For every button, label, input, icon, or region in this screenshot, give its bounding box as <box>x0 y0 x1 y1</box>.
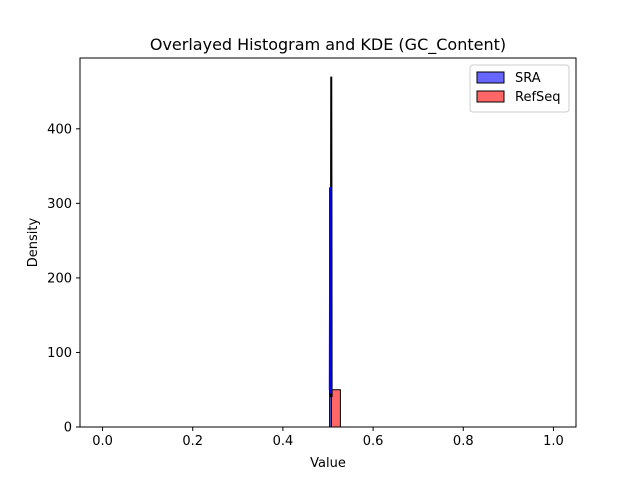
legend-label-sra: SRA <box>515 71 541 86</box>
chart-title: Overlayed Histogram and KDE (GC_Content) <box>150 35 506 55</box>
plot-frame <box>79 57 577 428</box>
bar-refseq-0 <box>330 389 341 428</box>
x-tick-label: 0.8 <box>453 434 474 449</box>
y-axis: 0 100 200 300 400 <box>47 122 80 436</box>
x-tick-label: 0.4 <box>273 434 294 449</box>
y-tick-label: 200 <box>47 271 72 286</box>
legend: SRA RefSeq <box>469 64 570 113</box>
x-axis: 0.0 0.2 0.4 0.6 0.8 1.0 <box>92 427 564 449</box>
y-tick-label: 0 <box>64 421 72 436</box>
x-tick-label: 0.6 <box>363 434 384 449</box>
x-tick-label: 1.0 <box>543 434 564 449</box>
x-axis-label: Value <box>310 456 346 471</box>
x-tick-label: 0.0 <box>92 434 113 449</box>
y-tick-label: 100 <box>47 346 72 361</box>
kde-line-sra <box>328 186 332 394</box>
legend-label-refseq: RefSeq <box>515 90 561 105</box>
y-tick-label: 300 <box>47 197 72 212</box>
y-tick-label: 400 <box>47 122 72 137</box>
y-axis-label: Density <box>26 217 41 267</box>
legend-swatch-sra <box>476 71 505 84</box>
legend-swatch-refseq <box>476 90 505 103</box>
x-tick-label: 0.2 <box>182 434 203 449</box>
